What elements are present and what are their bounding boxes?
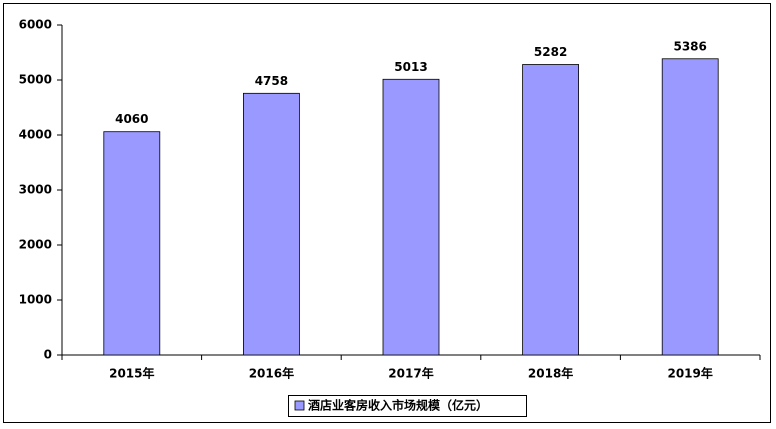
y-tick-label: 3000 <box>19 183 52 197</box>
bar <box>242 92 300 356</box>
x-tick-label: 2017年 <box>388 366 433 381</box>
legend-label: 酒店业客房收入市场规模（亿元） <box>308 398 488 413</box>
bar <box>522 64 579 356</box>
data-label: 4758 <box>255 74 288 88</box>
y-tick-label: 5000 <box>19 73 52 87</box>
bar <box>382 78 440 356</box>
data-label: 5386 <box>673 39 706 53</box>
x-tick-label: 2016年 <box>249 366 294 381</box>
bar <box>103 131 161 356</box>
y-tick-label: 2000 <box>19 238 52 252</box>
data-label: 4060 <box>115 112 148 126</box>
x-tick-label: 2015年 <box>109 366 154 381</box>
bar <box>661 58 719 356</box>
data-label: 5013 <box>394 60 427 74</box>
y-tick-label: 1000 <box>19 293 52 307</box>
x-tick-label: 2018年 <box>528 366 573 381</box>
y-tick-label: 6000 <box>19 18 52 32</box>
legend-box <box>288 395 527 417</box>
data-label: 5282 <box>534 45 567 59</box>
y-tick-label: 4000 <box>19 128 52 142</box>
legend-swatch <box>294 400 305 411</box>
x-tick-label: 2019年 <box>667 366 712 381</box>
y-tick-label: 0 <box>44 348 52 362</box>
